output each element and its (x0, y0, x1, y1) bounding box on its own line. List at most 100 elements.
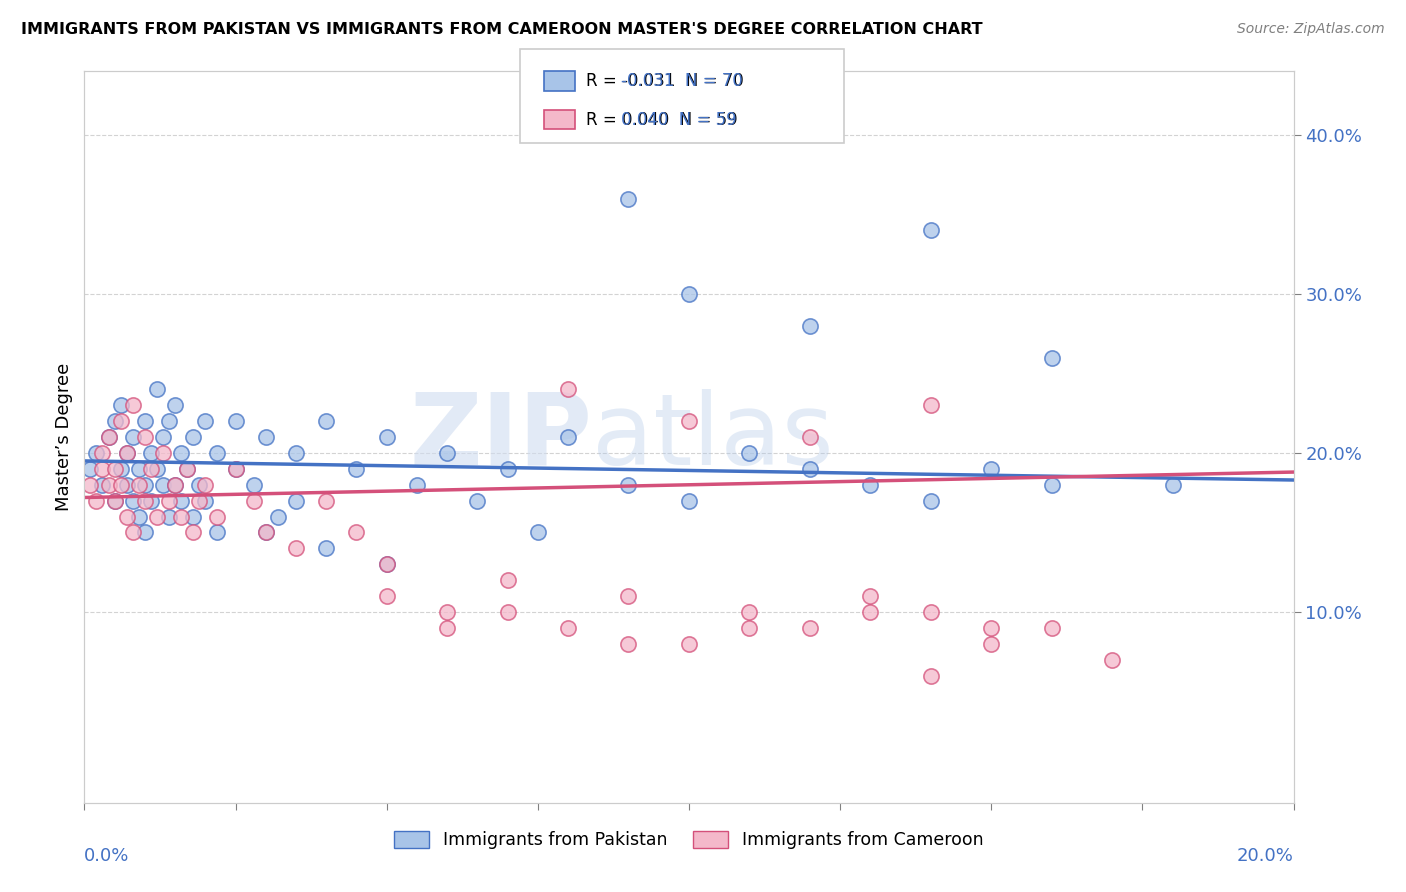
Point (285, 493, 308, 508)
Point (91, 462, 114, 476)
Point (678, 637, 700, 651)
Point (194, 493, 217, 508)
Point (121, 398, 143, 412)
Point (920, 493, 942, 508)
Point (738, 446, 761, 460)
Point (165, 477, 187, 491)
Point (110, 462, 132, 476)
Point (617, 477, 640, 491)
Text: R = -0.031  N = 70: R = -0.031 N = 70 (586, 72, 744, 90)
Point (128, 462, 150, 476)
Point (980, 621, 1002, 635)
Point (170, 493, 193, 508)
Point (267, 509, 290, 524)
Point (97, 477, 120, 491)
Point (121, 430, 143, 444)
Point (920, 223, 942, 237)
Point (152, 477, 174, 491)
Point (152, 430, 174, 444)
Point (194, 477, 217, 491)
Point (79, 477, 101, 491)
Point (980, 637, 1002, 651)
Point (165, 398, 187, 412)
Point (980, 462, 1002, 476)
Point (859, 477, 882, 491)
Point (242, 493, 264, 508)
Point (188, 493, 211, 508)
Point (436, 621, 458, 635)
Point (799, 430, 821, 444)
Point (496, 573, 519, 587)
Point (165, 477, 187, 491)
Y-axis label: Master’s Degree: Master’s Degree (55, 363, 73, 511)
Point (557, 430, 579, 444)
Point (181, 525, 204, 540)
Point (115, 446, 138, 460)
Point (110, 398, 132, 412)
Point (254, 525, 277, 540)
Point (157, 493, 180, 508)
Point (254, 525, 277, 540)
Point (617, 589, 640, 603)
Point (436, 446, 458, 460)
Point (134, 493, 156, 508)
Point (1040, 477, 1063, 491)
Point (225, 462, 247, 476)
Point (104, 493, 127, 508)
Point (139, 462, 162, 476)
Point (97, 430, 120, 444)
Point (104, 414, 127, 428)
Point (152, 446, 174, 460)
Point (146, 383, 169, 397)
Point (79, 462, 101, 476)
Point (134, 414, 156, 428)
Point (799, 462, 821, 476)
Text: 20.0%: 20.0% (1237, 847, 1294, 864)
Point (315, 493, 337, 508)
Point (496, 605, 519, 619)
Point (97, 430, 120, 444)
Text: ZIP: ZIP (409, 389, 592, 485)
Point (157, 414, 180, 428)
Point (134, 477, 156, 491)
Point (181, 430, 204, 444)
Point (315, 541, 337, 556)
Point (375, 558, 398, 572)
Point (799, 318, 821, 333)
Point (225, 414, 247, 428)
Point (1040, 351, 1063, 365)
Point (1040, 621, 1063, 635)
Point (86, 493, 108, 508)
Point (176, 462, 198, 476)
Point (121, 525, 143, 540)
Point (859, 589, 882, 603)
Point (678, 493, 700, 508)
Legend: Immigrants from Pakistan, Immigrants from Cameroon: Immigrants from Pakistan, Immigrants fro… (387, 823, 991, 856)
Point (225, 462, 247, 476)
Point (678, 287, 700, 301)
Point (285, 541, 308, 556)
Point (375, 430, 398, 444)
Point (920, 668, 942, 682)
Point (104, 493, 127, 508)
Point (859, 605, 882, 619)
Point (91, 477, 114, 491)
Point (346, 525, 368, 540)
Point (920, 398, 942, 412)
Point (315, 414, 337, 428)
Point (146, 462, 169, 476)
Point (170, 446, 193, 460)
Point (128, 509, 150, 524)
Point (406, 477, 429, 491)
Point (170, 509, 193, 524)
Point (527, 525, 550, 540)
Point (157, 509, 180, 524)
Point (194, 414, 217, 428)
Text: R = 0.040  N = 59: R = 0.040 N = 59 (586, 111, 738, 128)
Point (617, 637, 640, 651)
Point (91, 446, 114, 460)
Point (467, 493, 489, 508)
Point (254, 430, 277, 444)
Point (738, 621, 761, 635)
Point (128, 477, 150, 491)
